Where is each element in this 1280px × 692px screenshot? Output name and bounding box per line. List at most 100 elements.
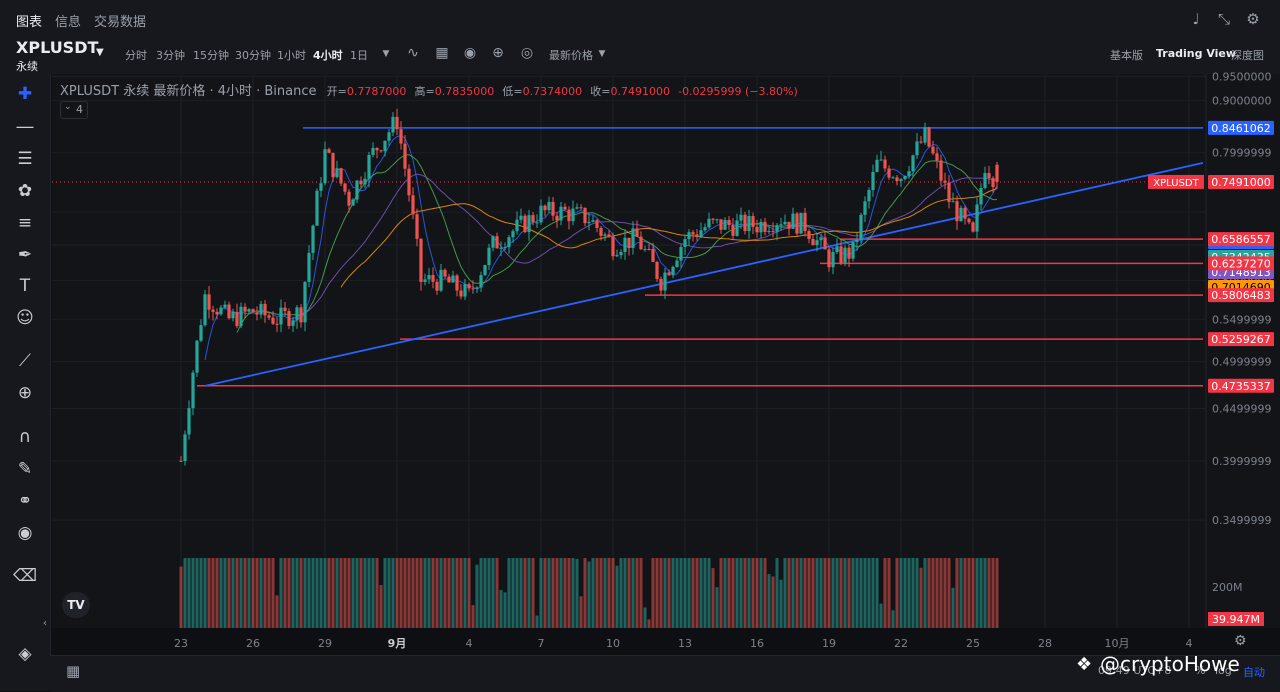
price-label-box	[1208, 288, 1274, 303]
candle-body	[767, 230, 771, 232]
candle-body	[687, 232, 691, 240]
candle-body	[467, 284, 471, 289]
axis-settings-icon[interactable]: ⚙	[1234, 633, 1247, 649]
price-type-select[interactable]: 最新价格	[549, 49, 593, 62]
volume-bar	[843, 558, 847, 628]
settings-icon[interactable]: ⚙	[1246, 10, 1260, 28]
eye-icon[interactable]: ◉	[17, 523, 33, 543]
layers-icon[interactable]: ◈	[18, 644, 32, 664]
candle-body	[923, 127, 927, 143]
volume-bar	[179, 566, 183, 628]
volume-bar	[295, 558, 299, 628]
volume-bar	[491, 558, 495, 628]
volume-bar	[571, 558, 575, 628]
volume-bar	[191, 558, 195, 628]
log-toggle[interactable]: log	[1215, 664, 1232, 677]
timeframe-1d[interactable]: 1日	[350, 49, 368, 62]
volume-bar	[583, 558, 587, 628]
volume-bar	[751, 558, 755, 628]
candle-body	[787, 221, 791, 229]
candle-body	[551, 201, 555, 216]
candle-body	[211, 309, 215, 312]
lock-icon[interactable]: ⚭	[17, 491, 33, 511]
x-tick-label: 29	[318, 637, 332, 650]
brush-icon[interactable]: ✒	[17, 245, 33, 265]
tab-info[interactable]: 信息	[55, 15, 82, 30]
parallel-lines-icon[interactable]: ☰	[17, 149, 33, 169]
timeframe-tick[interactable]: 分时	[125, 49, 147, 62]
view-depth[interactable]: 深度图	[1231, 49, 1264, 62]
lock-drawing-icon[interactable]: ✎	[17, 459, 33, 479]
candle-body	[803, 212, 807, 232]
text-icon[interactable]: T	[19, 276, 31, 296]
time-display[interactable]: 09:49 UTC+8	[1098, 664, 1172, 677]
candle-body	[507, 237, 511, 248]
add-icon[interactable]: ⊕	[492, 45, 504, 61]
alert-icon[interactable]: ◎	[520, 45, 534, 61]
calendar-icon[interactable]: ▦	[66, 662, 81, 680]
fib-icon[interactable]: ≡	[17, 213, 33, 233]
timeframe-3m[interactable]: 3分钟	[156, 49, 185, 62]
candle-body	[943, 180, 947, 183]
candle-body	[863, 201, 867, 215]
emoji-icon[interactable]: ☺	[16, 308, 34, 328]
symbol-title[interactable]: XPLUSDT	[16, 38, 99, 57]
volume-bar	[363, 558, 367, 628]
legend-close: 0.7491000	[610, 85, 670, 98]
candle-body	[407, 168, 411, 196]
indicator-chart-icon[interactable]: ∿	[407, 45, 419, 61]
more-timeframes-icon[interactable]: ▼	[382, 49, 390, 59]
timeframe-4h[interactable]: 4小时	[313, 49, 343, 62]
collapse-rail-icon[interactable]: ‹	[43, 618, 47, 629]
price-type-caret-icon[interactable]: ▼	[598, 49, 606, 59]
volume-bar	[803, 558, 807, 628]
pattern-icon[interactable]: ✿	[17, 181, 33, 201]
volume-bar	[967, 558, 971, 628]
candle-body	[683, 239, 687, 247]
candle-body	[179, 460, 183, 462]
tab-chart[interactable]: 图表	[16, 15, 43, 30]
candle-body	[855, 240, 859, 243]
volume-bar	[947, 558, 951, 628]
auto-toggle[interactable]: 自动	[1243, 666, 1265, 679]
volume-bar	[991, 558, 995, 628]
candle-body	[187, 408, 191, 435]
volume-bar	[351, 558, 355, 628]
price-label-box	[1208, 378, 1274, 393]
timeframe-15m[interactable]: 15分钟	[193, 49, 229, 62]
volume-bar	[395, 558, 399, 628]
volume-bar	[539, 558, 543, 628]
legend-high: 0.7835000	[434, 85, 495, 98]
volume-bar	[611, 558, 615, 628]
magnet-icon[interactable]: ∩	[18, 427, 32, 447]
camera-icon[interactable]: ◉	[463, 45, 477, 61]
view-basic[interactable]: 基本版	[1110, 49, 1143, 62]
volume-bar	[675, 558, 679, 628]
timeframe-30m[interactable]: 30分钟	[235, 49, 271, 62]
trendline-icon[interactable]: ―	[16, 117, 34, 137]
collapse-arrows-icon[interactable]: ⤡	[1217, 10, 1230, 28]
candle-body	[759, 221, 763, 233]
candle-body	[363, 178, 367, 185]
ruler-icon[interactable]: ⟋	[19, 351, 31, 371]
crosshair-icon[interactable]: ✚	[17, 84, 33, 104]
percent-toggle[interactable]: %	[1195, 664, 1206, 677]
symbol-dropdown-icon[interactable]: ▼	[96, 47, 104, 58]
volume-bar	[763, 558, 767, 628]
candle-body	[939, 160, 943, 181]
candle-body	[715, 219, 719, 221]
candle-body	[659, 278, 663, 291]
candle-type-icon[interactable]: ▦	[435, 45, 449, 61]
indicators-toggle[interactable]: ⌄ 4	[60, 101, 88, 119]
volume-bar	[955, 558, 959, 628]
bell-icon[interactable]: ♩	[1192, 10, 1200, 28]
view-tradingview[interactable]: Trading View	[1156, 47, 1237, 60]
timeframe-1h[interactable]: 1小时	[277, 49, 306, 62]
candle-body	[975, 204, 979, 232]
trash-icon[interactable]: ⌫	[13, 566, 38, 586]
zoom-in-icon[interactable]: ⊕	[17, 383, 33, 403]
tab-trading-data[interactable]: 交易数据	[94, 15, 147, 30]
candle-body	[251, 309, 255, 313]
legend-title: XPLUSDT 永续 最新价格 · 4小时 · Binance	[60, 84, 317, 99]
